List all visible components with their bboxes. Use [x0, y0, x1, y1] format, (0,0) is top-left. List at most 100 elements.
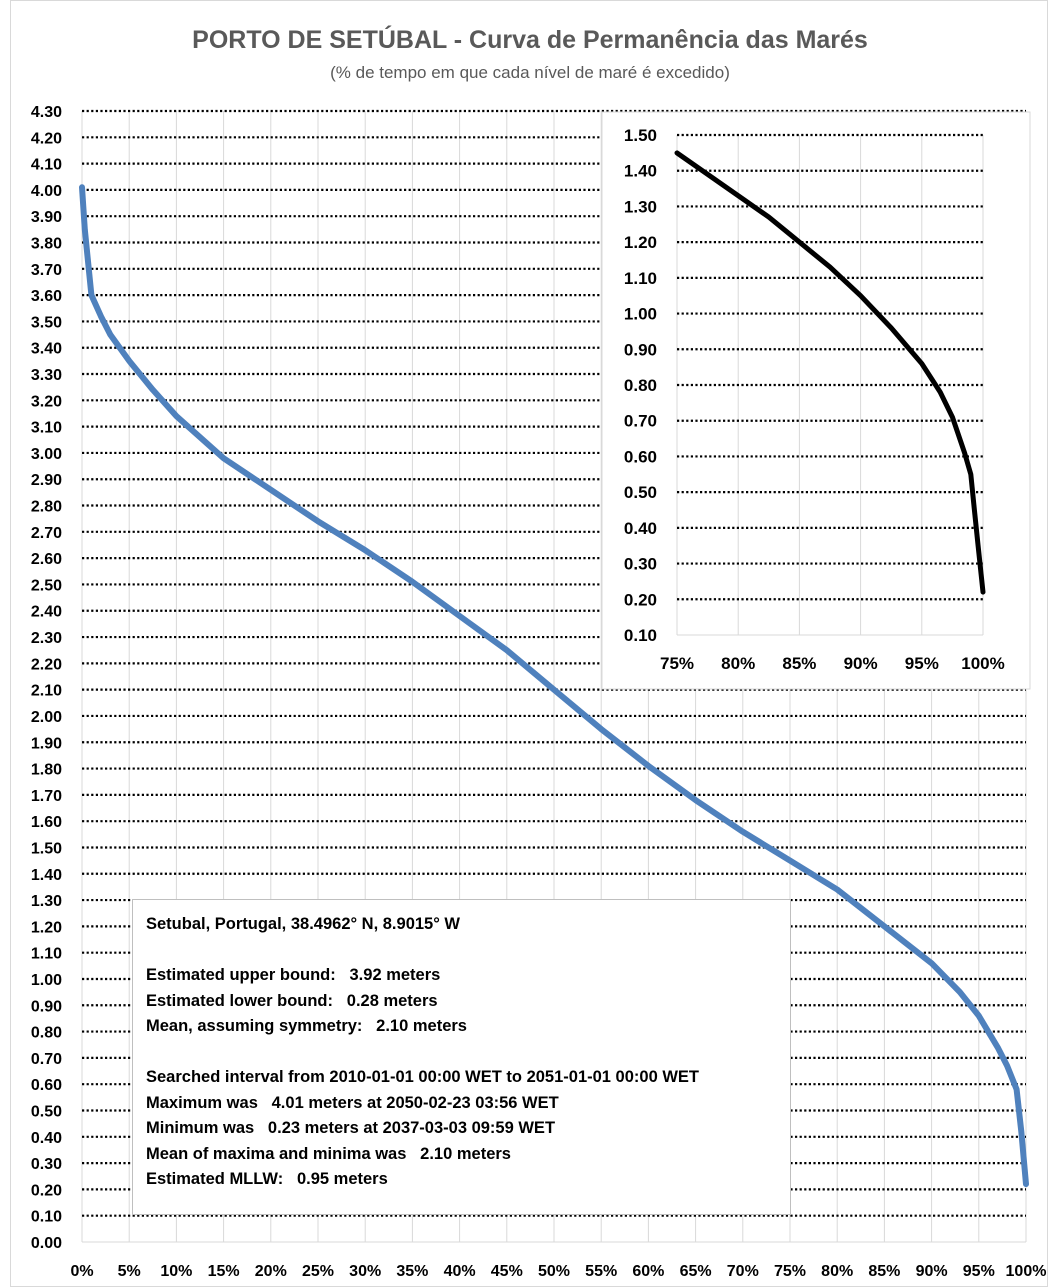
- info-line: Searched interval from 2010-01-01 00:00 …: [146, 1068, 699, 1086]
- y-tick-label: 0.70: [624, 412, 657, 431]
- info-line: Estimated lower bound: 0.28 meters: [146, 991, 438, 1010]
- y-tick-label: 0.50: [31, 1103, 62, 1120]
- y-tick-label: 1.40: [31, 867, 62, 884]
- y-tick-label: 3.00: [31, 446, 62, 463]
- info-line: [146, 1040, 790, 1066]
- main-y-tick-labels: 0.00 0.10 0.20 0.30 0.40 0.50 0.60 0.70 0.80 0.90…: [31, 104, 62, 1252]
- info-line: Estimated upper bound: 3.92 meters: [146, 966, 441, 984]
- x-tick-label: 80%: [821, 1263, 853, 1280]
- y-tick-label: 1.20: [624, 233, 657, 252]
- y-tick-label: 1.30: [31, 893, 62, 910]
- y-tick-label: 3.40: [31, 341, 62, 358]
- x-tick-label: 45%: [491, 1263, 523, 1280]
- x-tick-label: 95%: [905, 654, 939, 673]
- x-tick-label: 100%: [1006, 1263, 1047, 1280]
- y-tick-label: 0.60: [624, 447, 657, 466]
- y-tick-label: 2.40: [31, 604, 62, 621]
- y-tick-label: 4.20: [31, 130, 62, 147]
- x-tick-label: 20%: [255, 1263, 287, 1280]
- y-tick-label: 2.50: [31, 577, 62, 594]
- chart-title: PORTO DE SETÚBAL - Curva de Permanência …: [192, 26, 868, 54]
- x-tick-label: 55%: [585, 1263, 617, 1280]
- y-tick-label: 1.90: [31, 735, 62, 752]
- info-line: Setubal, Portugal, 38.4962° N, 8.9015° W: [146, 915, 460, 933]
- y-tick-label: 0.50: [624, 483, 657, 502]
- y-tick-label: 2.90: [31, 472, 62, 489]
- y-tick-label: 1.10: [624, 269, 657, 288]
- y-tick-label: 0.00: [31, 1235, 62, 1252]
- info-line: Minimum was 0.23 meters at 2037-03-03 09…: [146, 1119, 556, 1137]
- x-tick-label: 75%: [660, 654, 694, 673]
- y-tick-label: 2.10: [31, 683, 62, 700]
- inset-y-tick-labels: 0.10 0.20 0.30 0.40 0.50 0.60 0.70 0.80 0.90 1.00…: [624, 126, 657, 645]
- info-line: Mean of maxima and minima was 2.10 meter…: [146, 1144, 511, 1163]
- y-tick-label: 1.00: [624, 305, 657, 324]
- inset-gridlines: [676, 133, 984, 636]
- y-tick-label: 1.50: [31, 840, 62, 857]
- y-tick-label: 1.50: [624, 126, 657, 145]
- x-tick-label: 85%: [782, 654, 816, 673]
- y-tick-label: 0.40: [624, 519, 657, 538]
- y-tick-label: 2.30: [31, 630, 62, 647]
- x-tick-label: 85%: [868, 1263, 900, 1280]
- x-tick-label: 70%: [727, 1263, 759, 1280]
- y-tick-label: 0.90: [624, 340, 657, 359]
- x-tick-label: 10%: [160, 1263, 192, 1280]
- y-tick-label: 2.20: [31, 656, 62, 673]
- y-tick-label: 0.90: [31, 998, 62, 1015]
- chart-subtitle: (% de tempo em que cada nível de maré é …: [330, 63, 730, 82]
- y-tick-label: 1.30: [624, 197, 657, 216]
- y-tick-label: 0.10: [624, 626, 657, 645]
- info-line: [146, 938, 790, 964]
- y-tick-label: 2.00: [31, 709, 62, 726]
- main-x-tick-labels: 0% 5% 10% 15% 20% 25% 30% 35% 40% 45% 50% 55% 60% 65%…: [70, 1263, 1046, 1280]
- y-tick-label: 0.20: [624, 590, 657, 609]
- y-tick-label: 3.80: [31, 236, 62, 253]
- y-tick-label: 0.80: [31, 1025, 62, 1042]
- x-tick-label: 75%: [774, 1263, 806, 1280]
- x-tick-label: 90%: [844, 654, 878, 673]
- y-tick-label: 1.40: [624, 162, 657, 181]
- y-tick-label: 0.60: [31, 1077, 62, 1094]
- info-line: Maximum was 4.01 meters at 2050-02-23 03…: [146, 1093, 559, 1112]
- y-tick-label: 2.70: [31, 525, 62, 542]
- y-tick-label: 3.60: [31, 288, 62, 305]
- y-tick-label: 1.60: [31, 814, 62, 831]
- y-tick-label: 3.10: [31, 420, 62, 437]
- x-tick-label: 35%: [396, 1263, 428, 1280]
- x-tick-label: 100%: [961, 654, 1004, 673]
- y-tick-label: 1.80: [31, 762, 62, 779]
- y-tick-label: 1.70: [31, 788, 62, 805]
- x-tick-label: 40%: [444, 1263, 476, 1280]
- y-tick-label: 0.80: [624, 376, 657, 395]
- y-tick-label: 3.20: [31, 393, 62, 410]
- inset-x-tick-labels: 75% 80% 85% 90% 95% 100%: [660, 654, 1005, 673]
- y-tick-label: 0.40: [31, 1130, 62, 1147]
- y-tick-label: 1.20: [31, 919, 62, 936]
- y-tick-label: 3.50: [31, 314, 62, 331]
- y-tick-label: 2.60: [31, 551, 62, 568]
- y-tick-label: 4.30: [31, 104, 62, 121]
- station-info-box: Setubal, Portugal, 38.4962° N, 8.9015° W…: [132, 899, 791, 1215]
- y-tick-label: 0.70: [31, 1051, 62, 1068]
- y-tick-label: 4.00: [31, 183, 62, 200]
- y-tick-label: 3.70: [31, 262, 62, 279]
- x-tick-label: 50%: [538, 1263, 570, 1280]
- x-tick-label: 95%: [963, 1263, 995, 1280]
- inset-background: [601, 111, 1031, 690]
- x-tick-label: 5%: [118, 1263, 141, 1280]
- main-series-line: [79, 184, 1029, 1188]
- x-tick-label: 80%: [721, 654, 755, 673]
- info-line: Estimated MLLW: 0.95 meters: [146, 1170, 388, 1188]
- inset-series-line: [674, 150, 986, 595]
- y-tick-label: 1.00: [31, 972, 62, 989]
- inset-chart: 0.10 0.20 0.30 0.40 0.50 0.60 0.70 0.80 0.90 1.00…: [601, 111, 1031, 690]
- info-line: Mean, assuming symmetry: 2.10 meters: [146, 1017, 467, 1035]
- y-tick-label: 0.10: [31, 1209, 62, 1226]
- y-tick-label: 0.30: [31, 1156, 62, 1173]
- x-tick-label: 0%: [70, 1263, 93, 1280]
- y-tick-label: 3.30: [31, 367, 62, 384]
- y-tick-label: 2.80: [31, 499, 62, 516]
- x-tick-label: 15%: [208, 1263, 240, 1280]
- y-tick-label: 0.30: [624, 555, 657, 574]
